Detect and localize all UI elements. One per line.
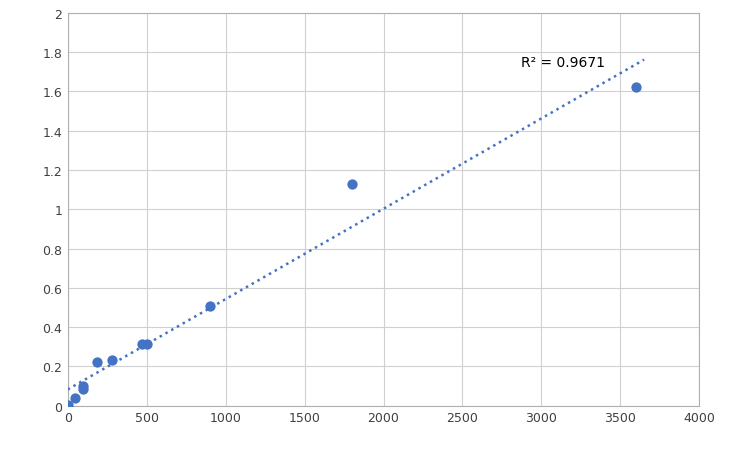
Point [62,401,74,409]
Point [346,180,358,188]
Point [106,356,118,364]
Point [77,386,89,393]
Point [135,341,147,348]
Point [204,302,216,309]
Point [91,358,103,365]
Text: R² = 0.9671: R² = 0.9671 [521,55,605,69]
Point [77,382,89,390]
Point [630,84,642,92]
Point [141,341,153,348]
Point [69,395,81,402]
